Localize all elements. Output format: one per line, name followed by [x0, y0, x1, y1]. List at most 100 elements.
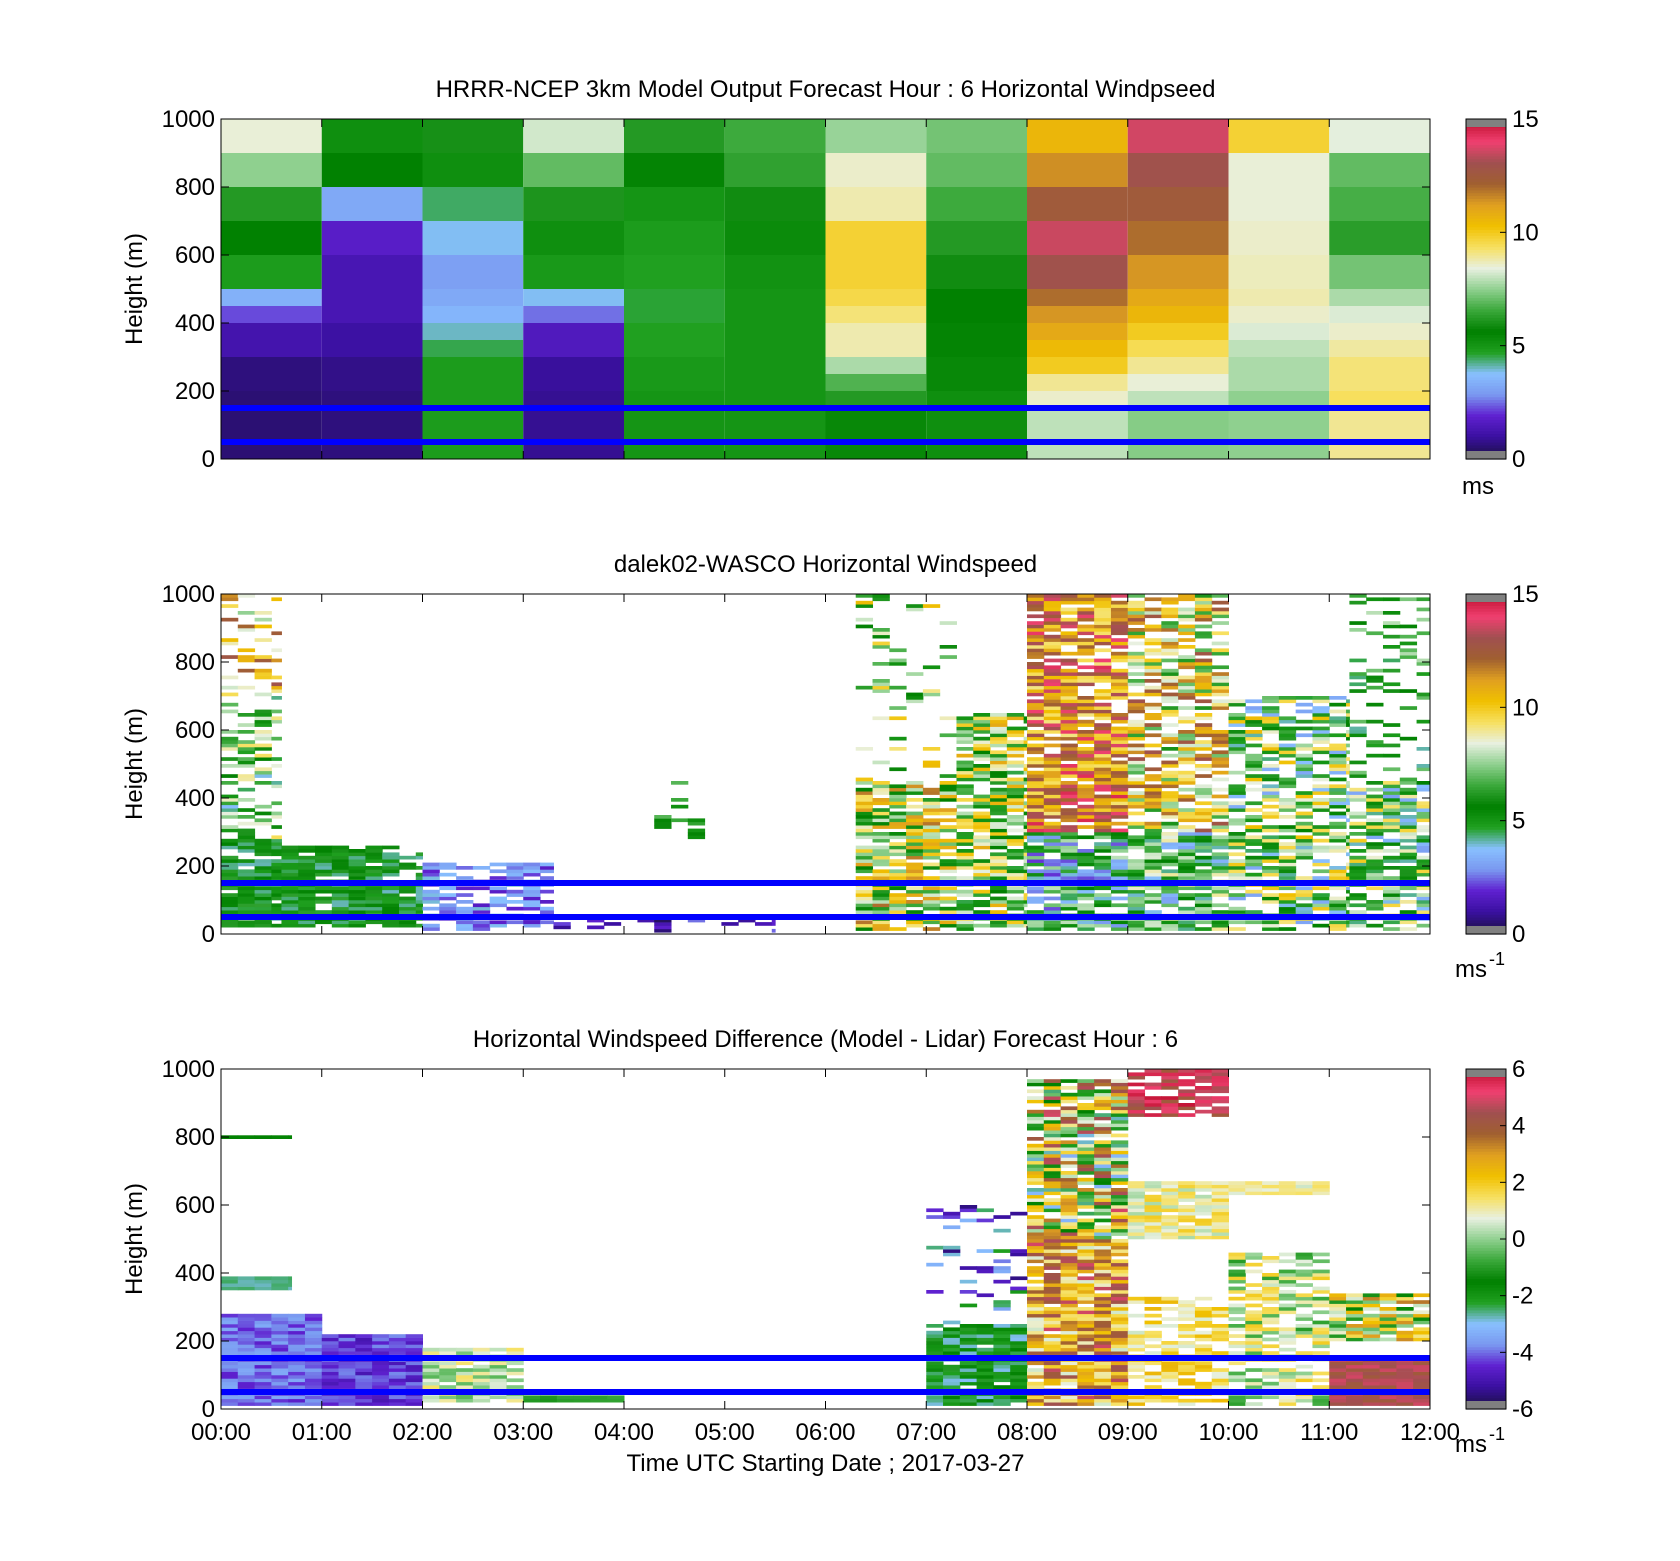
colorbar-segment	[1466, 854, 1506, 859]
heatmap-cell	[1194, 1096, 1213, 1100]
heatmap-cell	[1043, 651, 1062, 656]
heatmap-cell	[271, 1371, 289, 1376]
heatmap-cell	[1295, 1262, 1313, 1267]
heatmap-cell	[1329, 757, 1347, 761]
heatmap-cell	[372, 1385, 390, 1389]
heatmap-cell	[254, 1320, 272, 1325]
heatmap-cell	[939, 869, 957, 874]
heatmap-cell	[1077, 825, 1095, 829]
heatmap-cell	[922, 692, 941, 697]
heatmap-cell	[1228, 896, 1246, 901]
heatmap-cell	[1006, 764, 1025, 768]
heatmap-cell	[338, 1368, 356, 1372]
heatmap-cell	[237, 1402, 256, 1406]
heatmap-cell	[254, 1283, 272, 1287]
heatmap-cell	[906, 804, 924, 809]
heatmap-cell	[365, 855, 383, 860]
heatmap-cell	[872, 760, 890, 765]
heatmap-cell	[540, 920, 554, 925]
heatmap-cell	[1178, 866, 1196, 870]
heatmap-cell	[298, 923, 316, 928]
heatmap-cell	[1295, 1191, 1313, 1196]
heatmap-cell	[1027, 1239, 1045, 1243]
colorbar-segment	[1466, 1233, 1506, 1237]
heatmap-cell	[1399, 859, 1418, 863]
colorbar-segment	[1466, 192, 1506, 197]
heatmap-cell	[943, 1225, 961, 1230]
heatmap-cell	[906, 791, 924, 795]
heatmap-cell	[993, 1279, 1011, 1284]
heatmap-cell	[338, 1375, 356, 1379]
heatmap-cell	[1416, 886, 1431, 891]
heatmap-cell	[1144, 658, 1162, 663]
heatmap-cell	[1060, 835, 1078, 840]
colorbar-segment	[1466, 1355, 1506, 1359]
heatmap-cell	[1094, 801, 1112, 806]
heatmap-cell	[1027, 736, 1045, 741]
heatmap-cell	[1010, 1286, 1028, 1291]
heatmap-cell	[1027, 804, 1045, 809]
heatmap-cell	[1094, 1398, 1112, 1403]
colorbar-segment	[1466, 1125, 1506, 1130]
heatmap-cell	[1023, 859, 1028, 863]
heatmap-cell	[1228, 852, 1246, 857]
heatmap-cell	[271, 876, 282, 880]
heatmap-cell	[1194, 855, 1213, 860]
heatmap-cell	[1295, 1324, 1313, 1328]
heatmap-cell	[1043, 927, 1062, 931]
heatmap-cell	[221, 1347, 239, 1352]
heatmap-cell	[237, 1341, 256, 1345]
colorbar-segment	[1466, 684, 1506, 689]
heatmap-cell	[889, 716, 907, 721]
heatmap-cell	[1346, 896, 1350, 901]
heatmap-cell	[237, 1395, 256, 1400]
heatmap-cell	[1094, 604, 1112, 608]
heatmap-cell	[1060, 1337, 1078, 1342]
heatmap-cell	[1023, 842, 1028, 846]
heatmap-cell	[1110, 1330, 1129, 1335]
heatmap-cell	[654, 821, 672, 826]
heatmap-cell	[1178, 808, 1196, 812]
heatmap-cell	[1023, 716, 1028, 721]
heatmap-cell	[237, 713, 256, 717]
heatmap-cell	[1077, 927, 1095, 931]
heatmap-cell	[956, 753, 974, 758]
colorbar-segment	[1466, 911, 1506, 915]
heatmap-cell	[906, 920, 924, 925]
heatmap-cell	[1077, 1341, 1095, 1345]
heatmap-cell	[1043, 753, 1062, 758]
heatmap-cell	[1094, 1181, 1112, 1185]
heatmap-cell	[372, 1398, 390, 1403]
heatmap-cell	[1295, 764, 1313, 768]
heatmap-cell	[973, 842, 991, 846]
heatmap-cell	[1043, 1398, 1062, 1403]
heatmap-cell	[1144, 702, 1162, 707]
heatmap-cell	[1211, 787, 1229, 792]
heatmap-cell	[1077, 638, 1095, 642]
heatmap-cell	[1094, 1341, 1112, 1345]
heatmap-cell	[1144, 1201, 1162, 1206]
heatmap-cell	[388, 1344, 407, 1349]
heatmap-cell	[1127, 340, 1229, 357]
heatmap-cell	[1161, 838, 1179, 843]
heatmap-cell	[254, 910, 272, 914]
heatmap-cell	[1211, 730, 1229, 734]
heatmap-cell	[237, 903, 256, 908]
colorbar-segment	[1466, 662, 1506, 666]
heatmap-cell	[1060, 662, 1078, 666]
heatmap-cell	[926, 1402, 944, 1406]
heatmap-cell	[271, 1368, 289, 1372]
heatmap-cell	[1329, 289, 1430, 306]
heatmap-cell	[1329, 821, 1347, 826]
heatmap-cell	[855, 896, 874, 901]
heatmap-cell	[1043, 702, 1062, 707]
heatmap-cell	[906, 672, 924, 676]
heatmap-cell	[221, 1371, 239, 1376]
heatmap-cell	[1366, 631, 1384, 636]
heatmap-cell	[1077, 1092, 1095, 1097]
heatmap-cell	[1396, 1368, 1414, 1372]
heatmap-cell	[254, 923, 272, 928]
heatmap-cell	[976, 1337, 994, 1342]
heatmap-cell	[1262, 855, 1280, 860]
heatmap-cell	[1228, 927, 1246, 931]
